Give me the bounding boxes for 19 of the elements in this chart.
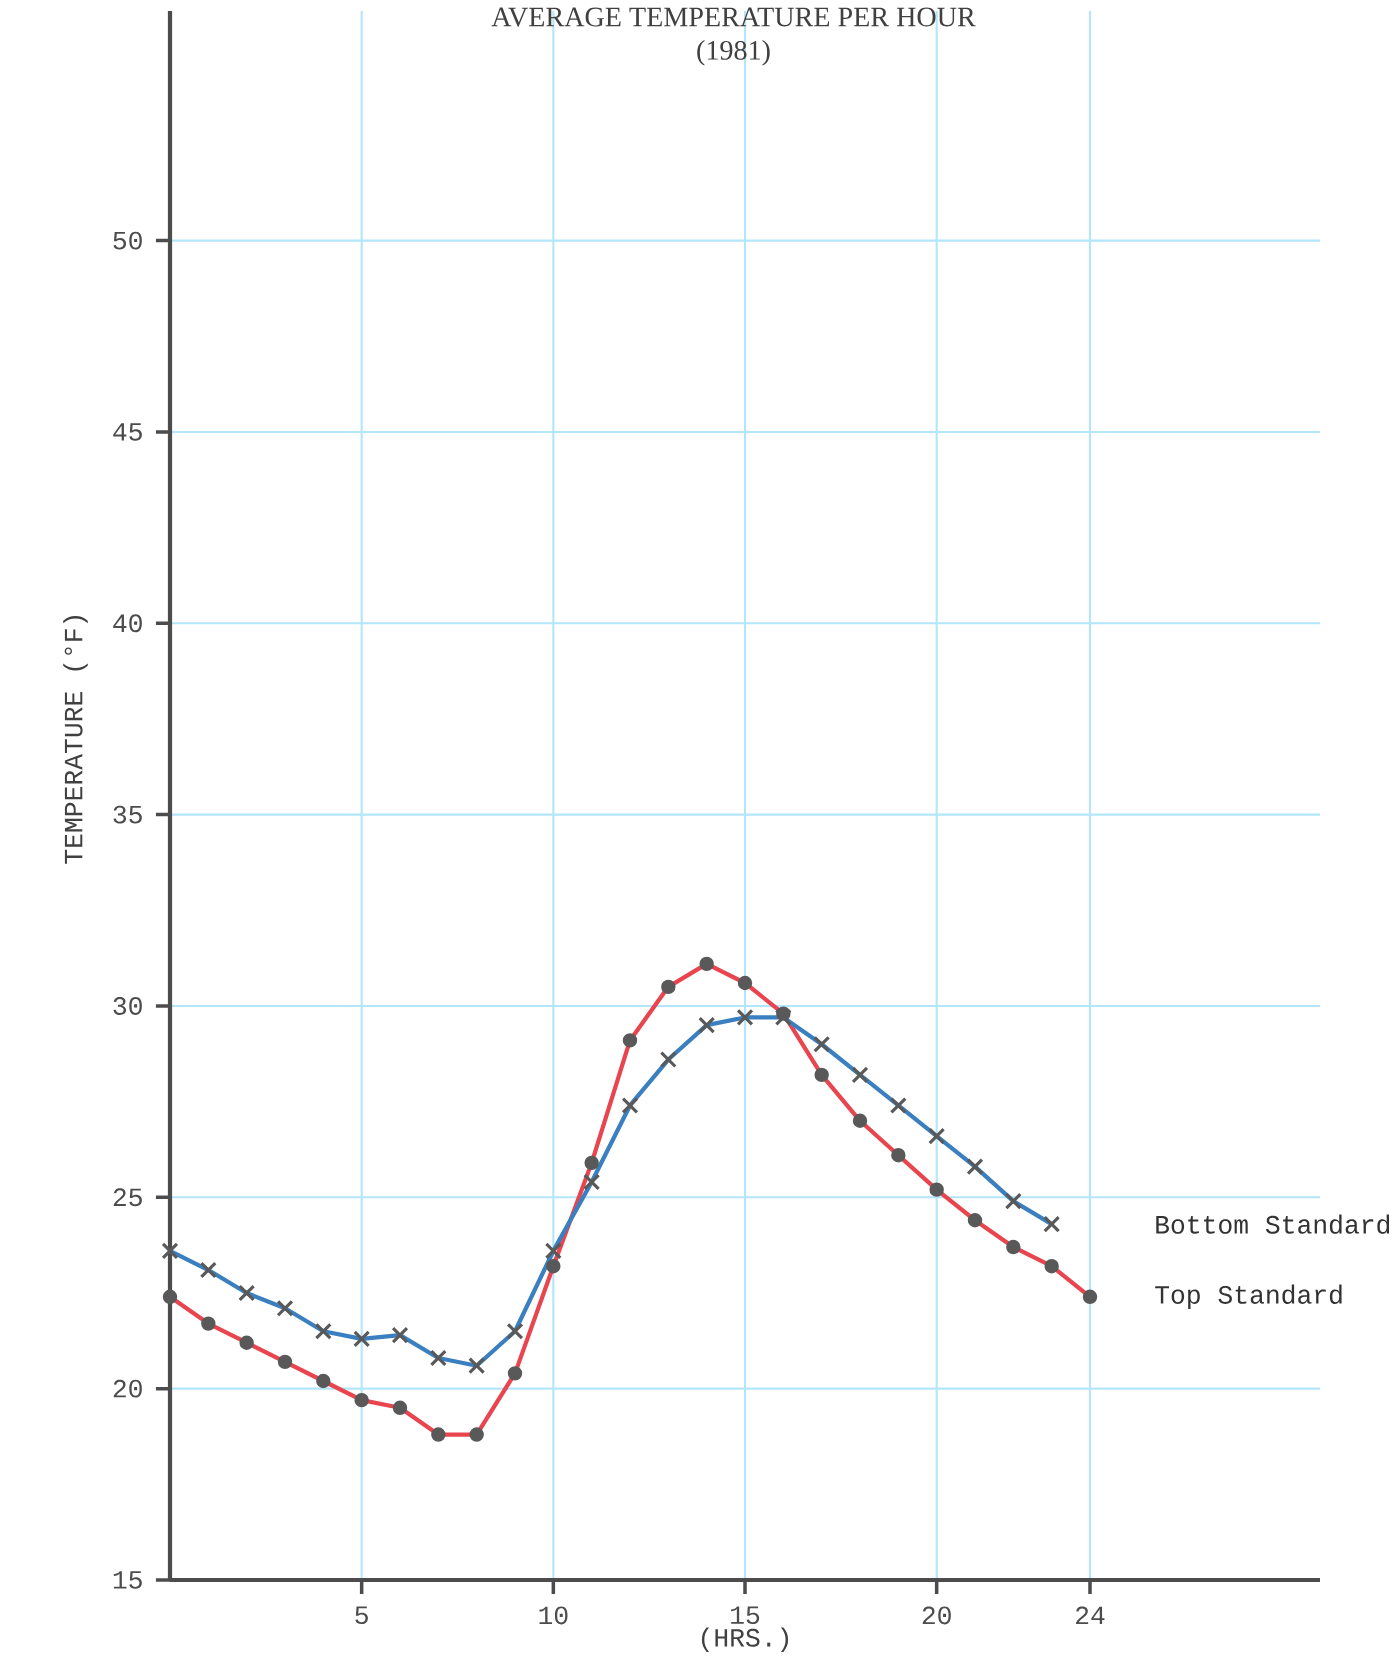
x-tick-label: 24: [1076, 1606, 1105, 1625]
x-tick-label: 20: [922, 1606, 951, 1625]
chart-title: AVERAGE TEMPERATURE PER HOUR: [491, 7, 976, 27]
y-tick-label: 15: [113, 1571, 142, 1589]
text: (1981): [697, 40, 770, 66]
y-tick-label: 25: [113, 1188, 142, 1207]
y-tick-label: 40: [113, 614, 142, 633]
text: Top Standard: [1155, 1284, 1342, 1310]
x-tick-label: 10: [539, 1606, 568, 1625]
y-tick-label: 30: [113, 997, 142, 1015]
y-tick-label: 50: [113, 231, 142, 250]
y-tick-label: 35: [113, 805, 142, 824]
y-tick-label: 20: [113, 1379, 142, 1398]
y-axis-title: TEMPERATURE (°F): [63, 616, 88, 864]
x-tick-label: 5: [355, 1606, 368, 1625]
x-tick-label: 15: [731, 1606, 760, 1625]
text: Bottom Standard: [1156, 1214, 1390, 1234]
x-axis-title: (HRS.): [701, 1627, 789, 1652]
y-tick-label: 45: [113, 423, 142, 441]
